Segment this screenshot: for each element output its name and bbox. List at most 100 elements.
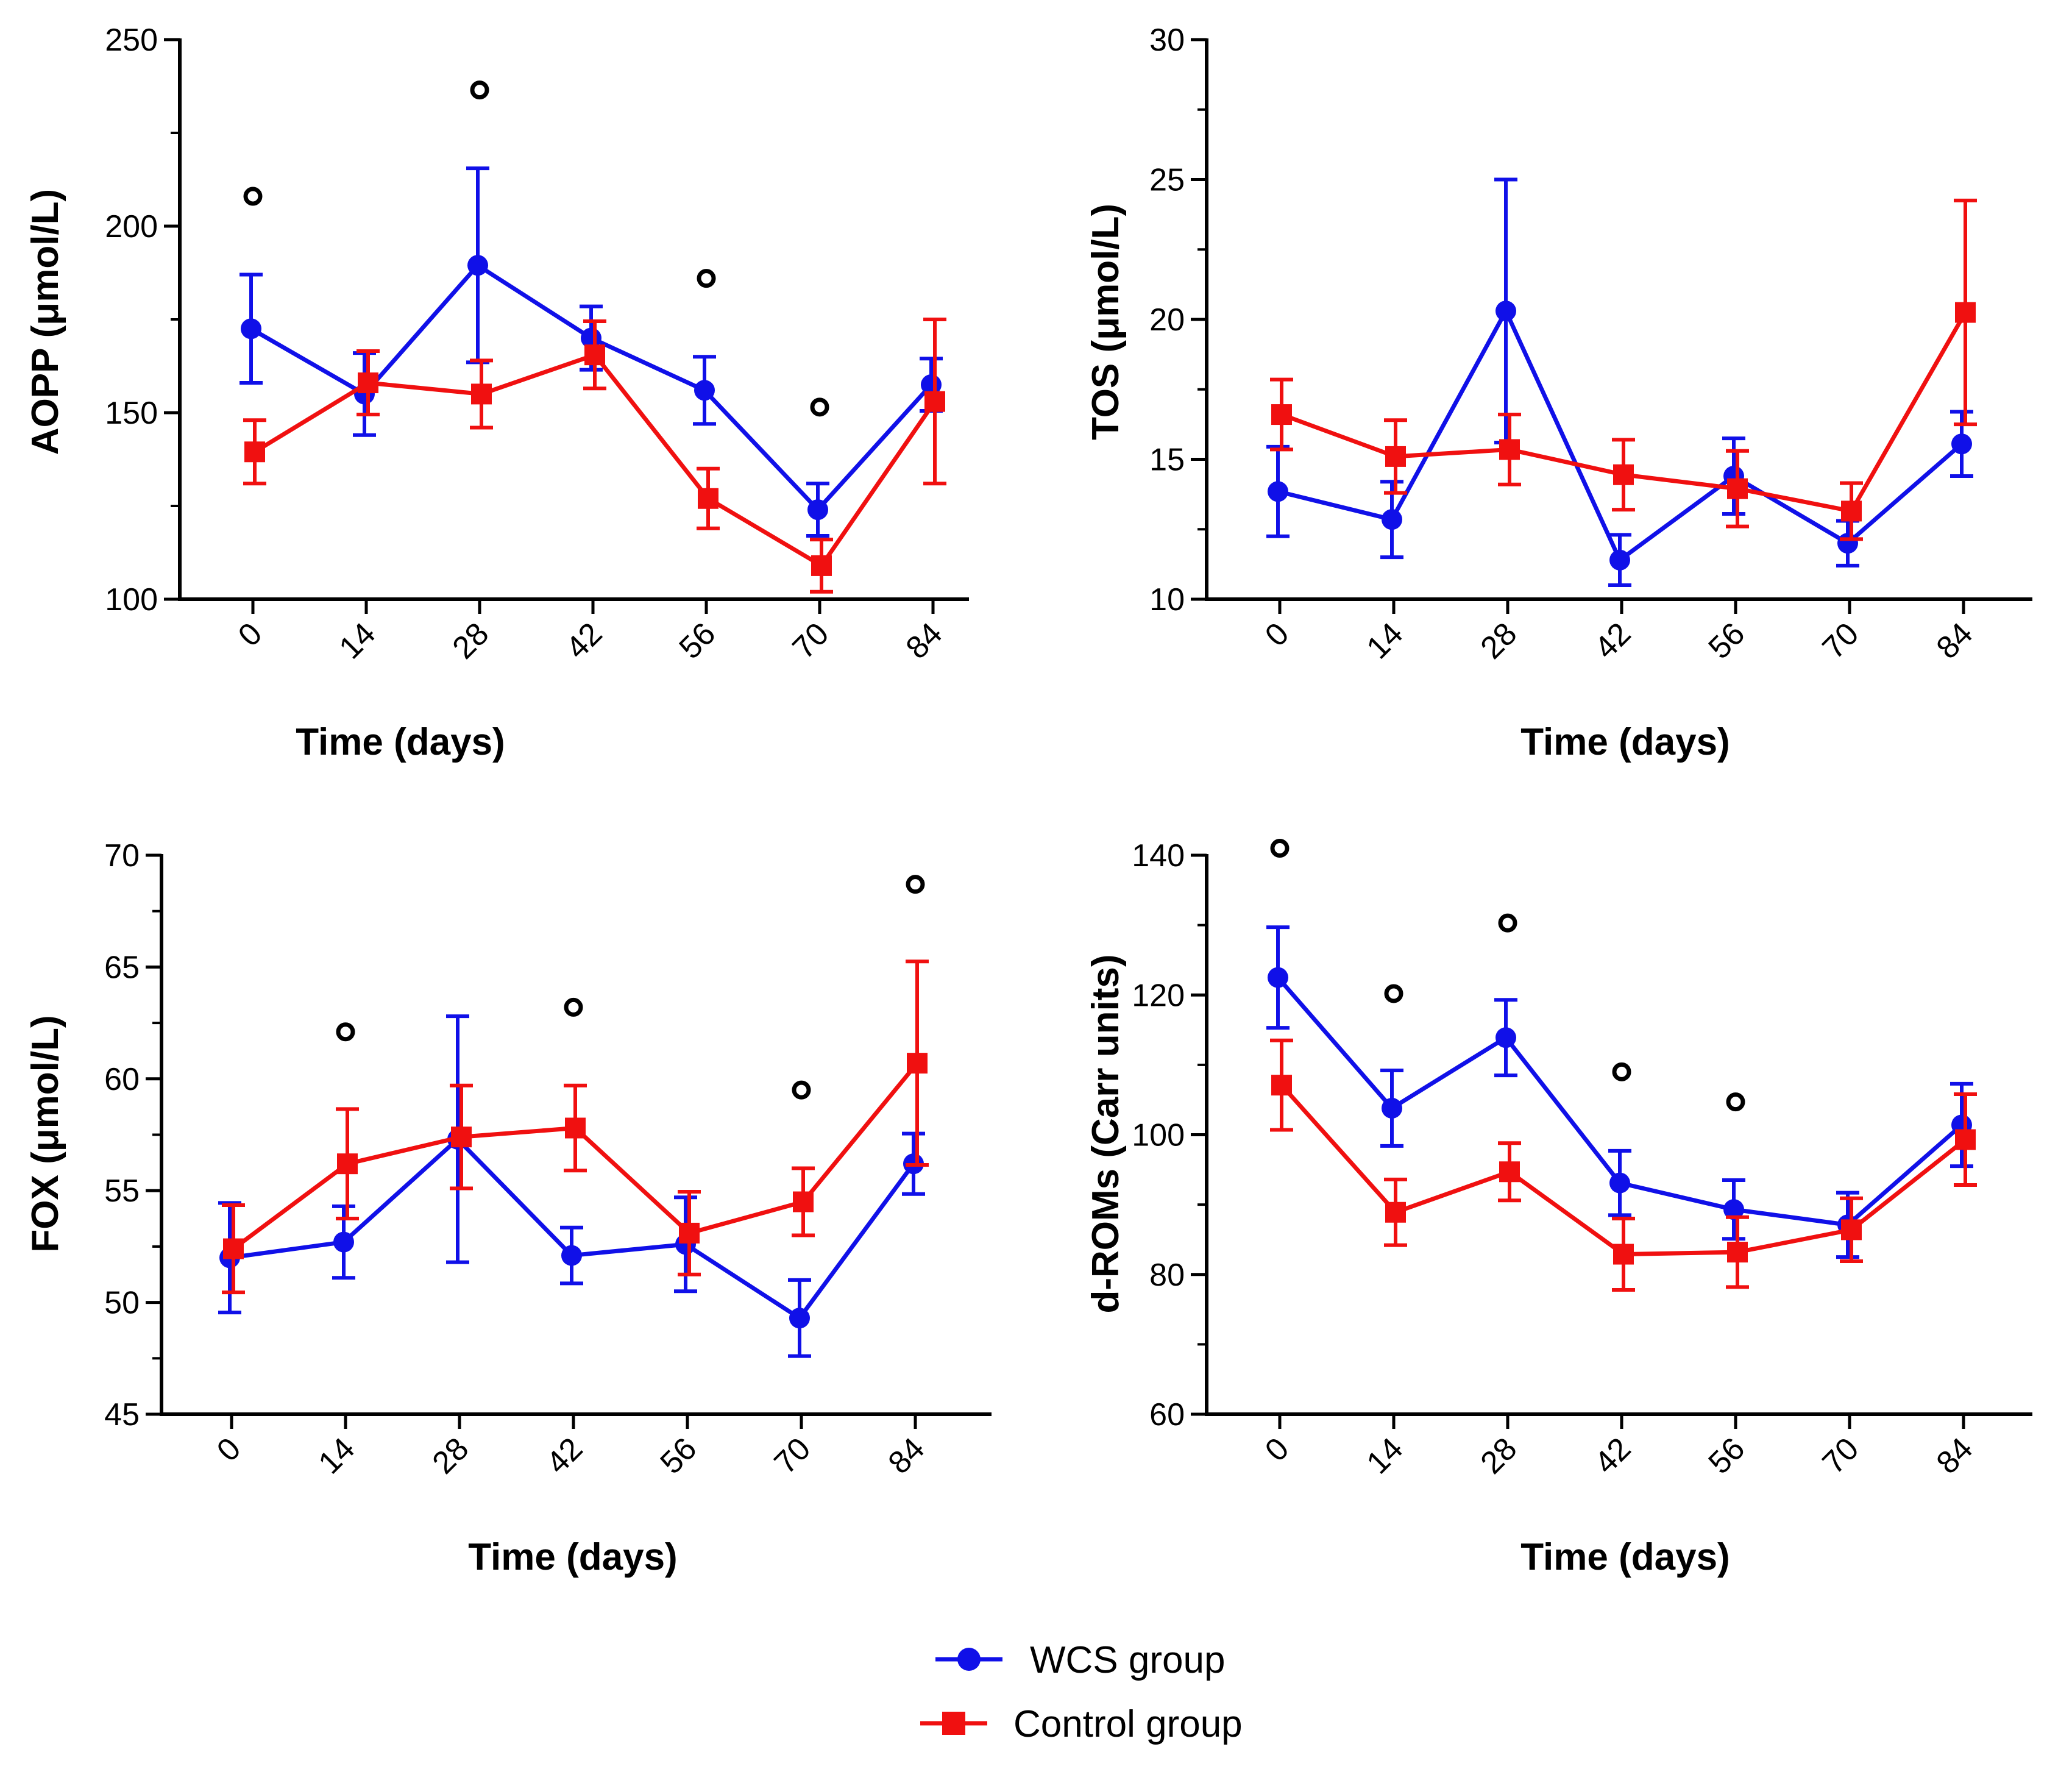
control-data-point	[1841, 1219, 1862, 1240]
significance-marker	[243, 187, 263, 206]
y-tick-label: 150	[105, 396, 158, 431]
x-tick-label: 14	[333, 616, 383, 666]
control-data-point	[1955, 302, 1976, 323]
y-tick-label: 30	[1149, 23, 1185, 58]
control-data-point	[679, 1222, 700, 1244]
y-tick-label: 20	[1149, 302, 1185, 338]
y-tick-label: 100	[1132, 1118, 1185, 1153]
x-tick-label: 84	[899, 616, 949, 666]
wcs-data-point	[1723, 1199, 1744, 1220]
control-data-point	[1271, 1075, 1292, 1096]
wcs-data-point	[1382, 509, 1402, 530]
axes: 100 150 200 250 0 14 28 42 56 70 84	[105, 23, 969, 666]
y-tick-label: 80	[1149, 1258, 1185, 1293]
control-data-point	[1613, 464, 1634, 485]
x-tick-label: 0	[1258, 616, 1296, 653]
control-data-point	[451, 1127, 472, 1148]
wcs-data-point	[1495, 301, 1516, 322]
control-data-point	[1727, 478, 1748, 499]
y-tick-label: 45	[104, 1397, 140, 1433]
wcs-data-point	[241, 318, 261, 340]
data-layer	[218, 875, 929, 1358]
legend-control-marker	[942, 1712, 965, 1735]
x-tick-label: 42	[1588, 1431, 1638, 1481]
x-tick-label: 56	[654, 1431, 704, 1481]
wcs-data-point	[789, 1308, 810, 1329]
control-data-point	[1955, 1129, 1976, 1150]
x-tick-label: 14	[1360, 1431, 1410, 1481]
y-tick-label: 100	[105, 582, 158, 618]
y-tick-label: 60	[104, 1062, 140, 1097]
wcs-data-point	[467, 255, 488, 276]
x-tick-label: 56	[1702, 1431, 1752, 1481]
x-tick-label: 84	[1930, 1431, 1980, 1481]
x-tick-label: 28	[446, 616, 496, 666]
y-tick-label: 10	[1149, 582, 1185, 618]
x-tick-label: 42	[1588, 616, 1638, 666]
x-tick-label: 28	[426, 1431, 476, 1481]
control-data-point	[337, 1153, 358, 1175]
wcs-data-point	[1268, 967, 1288, 988]
y-tick-label: 140	[1132, 838, 1185, 874]
y-axis-title: AOPP (μmol/L)	[24, 189, 66, 455]
control-data-point	[793, 1191, 814, 1212]
legend-wcs-label: WCS group	[1030, 1639, 1225, 1681]
y-axis-title: d-ROMs (Carr units)	[1085, 955, 1127, 1314]
control-data-point	[584, 344, 605, 366]
y-tick-label: 55	[104, 1173, 140, 1209]
x-axis-title: Time (days)	[468, 1536, 677, 1578]
y-tick-label: 65	[104, 950, 140, 985]
x-tick-label: 28	[1474, 616, 1524, 666]
y-tick-label: 250	[105, 23, 158, 58]
control-data-point	[1385, 446, 1406, 467]
significance-marker	[336, 1022, 355, 1042]
legend-wcs-marker	[957, 1648, 981, 1671]
data-layer	[1266, 177, 1977, 588]
panel-fox: 45 50 55 60 65 70 0 14 28 42 56 70 84 Time (days) FO…	[24, 838, 992, 1578]
significance-marker	[470, 80, 489, 100]
wcs-data-point	[561, 1245, 582, 1266]
x-tick-label: 28	[1474, 1431, 1524, 1481]
legend-control-label: Control group	[1013, 1703, 1243, 1745]
x-tick-label: 56	[673, 616, 723, 666]
significance-marker	[1384, 984, 1403, 1003]
x-tick-label: 70	[1816, 616, 1866, 666]
x-tick-label: 0	[210, 1431, 247, 1468]
control-data-point	[358, 372, 378, 394]
control-data-point	[244, 441, 265, 463]
y-tick-label: 120	[1132, 978, 1185, 1013]
wcs-data-point	[1495, 1027, 1516, 1048]
x-axis-title: Time (days)	[1520, 1536, 1730, 1578]
panel-droms: 60 80 100 120 140 0 14 28 42 56 70 84 Time (days) d…	[1085, 838, 2032, 1578]
significance-marker	[564, 997, 583, 1017]
axes: 10 15 20 25 30 0 14 28 42 56 70 84	[1149, 23, 2032, 666]
x-tick-label: 0	[232, 616, 269, 653]
control-data-point	[907, 1053, 928, 1074]
wcs-data-point	[1951, 433, 1972, 455]
panel-tos: 10 15 20 25 30 0 14 28 42 56 70 84 Time (days) TOS …	[1085, 23, 2032, 763]
significance-marker	[697, 269, 716, 288]
y-axis-title: FOX (μmol/L)	[24, 1015, 66, 1252]
wcs-data-point	[807, 499, 828, 521]
x-tick-label: 70	[1816, 1431, 1866, 1481]
x-tick-label: 70	[786, 616, 836, 666]
y-tick-label: 15	[1149, 443, 1185, 478]
data-layer	[239, 80, 946, 594]
significance-marker	[810, 397, 829, 417]
wcs-data-point	[1268, 481, 1288, 502]
control-data-point	[1841, 500, 1862, 522]
control-data-point	[565, 1117, 586, 1139]
significance-marker	[792, 1080, 811, 1100]
y-tick-label: 200	[105, 209, 158, 244]
x-tick-label: 14	[312, 1431, 362, 1481]
y-tick-label: 50	[104, 1286, 140, 1321]
x-tick-label: 42	[540, 1431, 590, 1481]
wcs-data-point	[1609, 549, 1630, 571]
significance-marker	[1270, 839, 1290, 858]
y-tick-label: 25	[1149, 163, 1185, 198]
significance-marker	[1612, 1062, 1631, 1081]
wcs-data-point	[1382, 1097, 1402, 1119]
control-data-point	[1727, 1242, 1748, 1263]
x-axis-title: Time (days)	[296, 721, 505, 763]
